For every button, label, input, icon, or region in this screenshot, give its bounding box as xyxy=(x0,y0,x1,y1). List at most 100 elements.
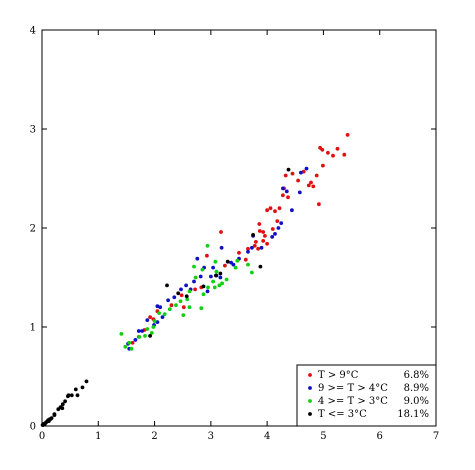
data-point xyxy=(243,257,248,262)
data-point xyxy=(60,406,65,411)
legend-label: T <= 3°C xyxy=(318,409,367,420)
data-point xyxy=(254,240,258,244)
data-point xyxy=(258,264,263,269)
data-point xyxy=(283,173,288,178)
data-point xyxy=(137,335,142,339)
data-point xyxy=(318,145,322,150)
data-point xyxy=(309,180,313,185)
data-point xyxy=(157,311,162,315)
x-tick-label: 0 xyxy=(39,431,45,442)
legend-label: T > 9°C xyxy=(318,370,359,381)
data-point xyxy=(231,262,236,267)
data-point xyxy=(184,283,189,288)
data-point xyxy=(148,334,153,338)
x-tick-label: 2 xyxy=(151,431,157,442)
data-point xyxy=(317,202,321,207)
data-point xyxy=(218,275,223,280)
x-tick-label: 4 xyxy=(264,431,270,442)
data-point xyxy=(181,313,186,317)
data-point xyxy=(73,387,78,392)
data-point xyxy=(200,267,205,272)
data-point xyxy=(345,133,350,137)
x-tick-label: 1 xyxy=(95,431,101,442)
legend-marker xyxy=(308,373,312,377)
y-tick-label: 2 xyxy=(30,224,36,235)
data-point xyxy=(257,229,262,233)
data-point xyxy=(69,393,74,398)
data-point xyxy=(201,292,206,297)
data-point xyxy=(185,297,190,302)
x-tick-label: 7 xyxy=(433,431,439,442)
data-point xyxy=(235,258,240,263)
legend: T > 9°C 6.8% 9 >= T > 4°C 8.9% 4 >= T > 3°C 9… xyxy=(296,364,437,427)
data-point xyxy=(187,305,192,310)
data-point xyxy=(178,299,183,304)
data-point xyxy=(233,265,238,270)
data-point xyxy=(331,153,335,158)
y-tick-label: 1 xyxy=(30,323,36,334)
data-point xyxy=(167,307,172,312)
data-point xyxy=(192,279,196,284)
data-point xyxy=(265,208,269,213)
legend-percent: 6.8% xyxy=(404,370,429,381)
data-point xyxy=(184,294,189,299)
data-point xyxy=(246,262,250,267)
data-point xyxy=(250,270,254,275)
data-point xyxy=(152,319,157,323)
data-point xyxy=(145,318,150,322)
data-point xyxy=(46,419,51,423)
x-tick-label: 5 xyxy=(320,431,326,442)
data-point xyxy=(225,259,230,264)
data-point xyxy=(66,393,71,398)
data-point xyxy=(192,264,196,269)
data-point xyxy=(169,303,174,308)
data-point xyxy=(214,273,218,278)
legend-box xyxy=(296,364,437,427)
legend-label: 4 >= T > 3°C xyxy=(318,396,388,407)
data-point xyxy=(246,246,250,251)
data-point xyxy=(205,253,209,258)
data-point xyxy=(286,195,290,200)
data-point xyxy=(166,298,171,303)
data-point xyxy=(277,206,282,211)
data-point xyxy=(273,209,277,214)
data-point xyxy=(279,221,284,226)
data-point xyxy=(149,331,154,335)
data-point xyxy=(299,170,303,175)
data-point xyxy=(133,338,138,342)
data-point xyxy=(187,289,192,294)
legend-marker xyxy=(308,386,312,390)
data-point xyxy=(268,206,273,211)
data-point xyxy=(237,250,241,255)
legend-percent: 8.9% xyxy=(404,383,429,394)
data-point xyxy=(201,284,206,289)
data-point xyxy=(304,166,309,171)
data-point xyxy=(284,189,289,194)
data-point xyxy=(193,275,198,280)
data-point xyxy=(205,289,210,294)
data-point xyxy=(143,334,147,338)
data-point xyxy=(270,235,275,239)
data-point xyxy=(214,269,219,274)
data-point xyxy=(176,291,181,296)
data-point xyxy=(220,281,225,286)
data-point xyxy=(306,183,311,188)
data-point xyxy=(119,332,124,336)
data-point xyxy=(256,246,260,251)
data-point xyxy=(311,184,316,189)
data-point xyxy=(296,178,300,183)
data-point xyxy=(148,315,153,319)
legend-percent: 9.0% xyxy=(404,396,429,407)
data-point xyxy=(224,277,229,282)
data-point xyxy=(140,329,145,333)
legend-marker xyxy=(308,399,312,403)
data-point xyxy=(151,325,156,329)
data-point xyxy=(286,167,291,172)
data-point xyxy=(160,315,165,319)
data-point xyxy=(52,413,57,417)
data-point xyxy=(276,226,281,230)
legend-marker xyxy=(308,412,312,416)
x-tick-label: 6 xyxy=(377,431,383,442)
data-point xyxy=(314,173,319,178)
data-point xyxy=(162,312,167,316)
